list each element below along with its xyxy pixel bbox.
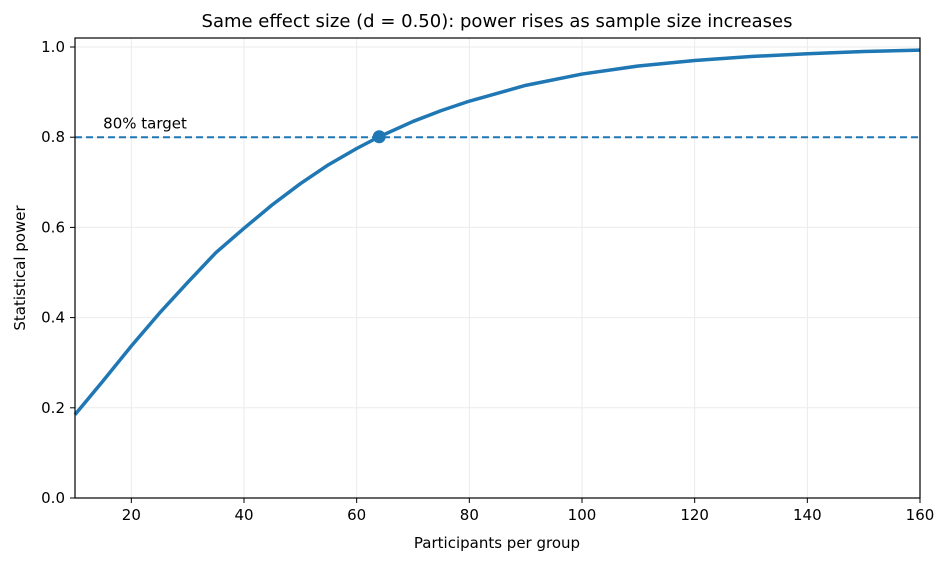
- threshold-point: [372, 130, 386, 144]
- y-axis-label: Statistical power: [11, 205, 29, 331]
- y-tick-label: 0.0: [41, 489, 65, 507]
- chart-title: Same effect size (d = 0.50): power rises…: [202, 11, 793, 32]
- target-annotation: 80% target: [103, 115, 187, 133]
- x-tick-label: 20: [122, 506, 141, 524]
- plot-frame: [74, 37, 921, 499]
- x-tick-label: 100: [568, 506, 597, 524]
- series-layer: [73, 48, 921, 416]
- x-tick-label: 160: [906, 506, 935, 524]
- y-tick-label: 0.2: [41, 399, 65, 417]
- x-tick-label: 120: [680, 506, 709, 524]
- y-tick-label: 0.6: [41, 218, 65, 236]
- x-axis-label: Participants per group: [414, 534, 580, 552]
- x-tick-label: 140: [793, 506, 822, 524]
- tick-layer: 20 40 60 80 100 120 140 160 0.0 0.2 0.4 0.6 0.8 1.0: [41, 38, 934, 524]
- y-tick-label: 0.4: [41, 309, 65, 327]
- x-tick-label: 40: [234, 506, 253, 524]
- y-tick-label: 1.0: [41, 38, 65, 56]
- y-tick-label: 0.8: [41, 128, 65, 146]
- x-tick-label: 60: [347, 506, 366, 524]
- x-tick-label: 80: [460, 506, 479, 524]
- power-curve-line: [73, 48, 921, 416]
